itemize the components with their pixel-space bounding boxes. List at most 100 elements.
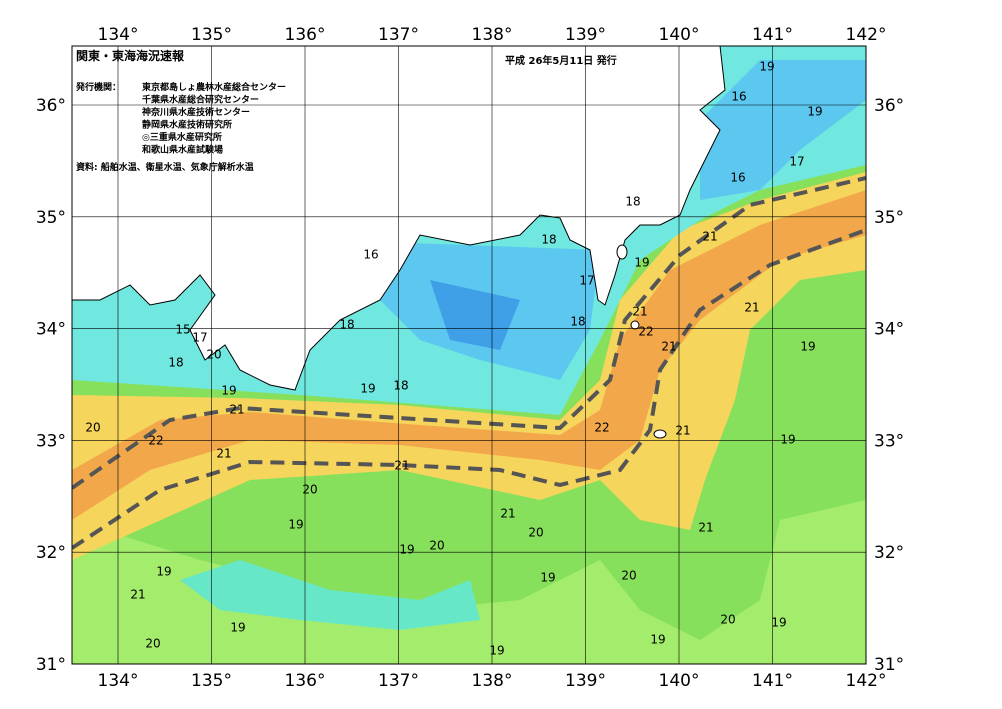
longitude-label: 136° bbox=[285, 25, 326, 45]
longitude-label: 142° bbox=[846, 671, 887, 691]
issuer: 神奈川県水産技術センター bbox=[142, 106, 250, 118]
contour-label: 18 bbox=[339, 318, 354, 332]
longitude-label: 134° bbox=[98, 671, 139, 691]
contour-label: 17 bbox=[579, 274, 594, 288]
contour-label: 20 bbox=[621, 569, 636, 583]
island bbox=[630, 320, 640, 330]
title: 関東・東海海況速報 bbox=[76, 48, 185, 63]
contour-label: 20 bbox=[206, 348, 221, 362]
longitude-label: 142° bbox=[846, 25, 887, 45]
longitude-label: 135° bbox=[191, 671, 232, 691]
longitude-label: 136° bbox=[285, 671, 326, 691]
current-axis-south bbox=[72, 228, 866, 550]
contour-label: 19 bbox=[489, 644, 504, 658]
cold-water-north bbox=[700, 60, 866, 200]
contour-label: 16 bbox=[731, 90, 746, 104]
contour-label: 21 bbox=[500, 507, 515, 521]
contour-label: 17 bbox=[789, 155, 804, 169]
contour-label: 21 bbox=[675, 424, 690, 438]
contour-label: 19 bbox=[807, 105, 822, 119]
contour-label: 17 bbox=[192, 331, 207, 345]
latitude-label: 35° bbox=[874, 208, 904, 228]
contour-label: 21 bbox=[702, 230, 717, 244]
contour-label: 19 bbox=[634, 256, 649, 270]
contour-label: 18 bbox=[393, 379, 408, 393]
longitude-label: 140° bbox=[659, 671, 700, 691]
contour-label: 21 bbox=[394, 459, 409, 473]
contour-label: 21 bbox=[229, 403, 244, 417]
contour-label: 19 bbox=[540, 571, 555, 585]
contour-label: 21 bbox=[744, 301, 759, 315]
contour-label: 20 bbox=[302, 483, 317, 497]
contour-label: 19 bbox=[399, 543, 414, 557]
latitude-label: 31° bbox=[36, 655, 66, 675]
issue-date: 平成 26年5月11日 発行 bbox=[505, 54, 617, 67]
contour-label: 20 bbox=[528, 526, 543, 540]
longitude-label: 137° bbox=[378, 671, 419, 691]
cool-area bbox=[72, 500, 866, 664]
contour-label: 19 bbox=[230, 621, 245, 635]
latitude-label: 31° bbox=[874, 655, 904, 675]
labels: 134° 134° 135° 135° 136° 136° 137° 137° 138° 138°… bbox=[36, 25, 904, 691]
longitude-label: 135° bbox=[191, 25, 232, 45]
contour-label: 22 bbox=[594, 421, 609, 435]
longitude-label: 139° bbox=[565, 25, 606, 45]
contour-label: 19 bbox=[780, 433, 795, 447]
contour-label: 19 bbox=[221, 384, 236, 398]
cold-core bbox=[430, 280, 520, 350]
contour-label: 18 bbox=[168, 356, 183, 370]
contour-label: 20 bbox=[429, 539, 444, 553]
contour-label: 21 bbox=[130, 588, 145, 602]
contour-label: 19 bbox=[650, 633, 665, 647]
contour-label: 22 bbox=[638, 325, 653, 339]
current-axis-north bbox=[72, 176, 866, 490]
latitude-label: 36° bbox=[874, 96, 904, 116]
contour-label: 20 bbox=[720, 613, 735, 627]
contour-label: 19 bbox=[759, 60, 774, 74]
contour-label: 20 bbox=[145, 637, 160, 651]
contour-label: 21 bbox=[661, 340, 676, 354]
contour-label: 21 bbox=[216, 447, 231, 461]
contour-label: 19 bbox=[771, 616, 786, 630]
longitude-label: 138° bbox=[472, 25, 513, 45]
issuer-label: 発行機関： bbox=[75, 81, 121, 93]
issuer: 東京都島しょ農林水産総合センター bbox=[142, 81, 286, 93]
longitude-label: 134° bbox=[98, 25, 139, 45]
map-body bbox=[72, 46, 866, 664]
latitude-label: 33° bbox=[874, 431, 904, 451]
contour-label: 20 bbox=[85, 421, 100, 435]
longitude-label: 141° bbox=[752, 671, 793, 691]
contour-label: 18 bbox=[625, 195, 640, 209]
contour-label: 19 bbox=[360, 382, 375, 396]
contour-label: 16 bbox=[363, 248, 378, 262]
longitude-label: 137° bbox=[378, 25, 419, 45]
contour-label: 22 bbox=[148, 434, 163, 448]
contour-label: 19 bbox=[288, 518, 303, 532]
contour-label: 21 bbox=[698, 521, 713, 535]
latitude-label: 34° bbox=[36, 320, 66, 340]
contour-label: 15 bbox=[175, 323, 190, 337]
cool-eddy bbox=[180, 560, 480, 630]
longitude-label: 141° bbox=[752, 25, 793, 45]
issuer: 和歌山県水産試験場 bbox=[141, 144, 223, 156]
latitude-label: 33° bbox=[36, 431, 66, 451]
island bbox=[616, 244, 628, 260]
issuer: 静岡県水産技術研究所 bbox=[142, 119, 232, 131]
latitude-label: 32° bbox=[36, 543, 66, 563]
longitude-label: 139° bbox=[565, 671, 606, 691]
latitude-label: 34° bbox=[874, 320, 904, 340]
map-frame bbox=[71, 45, 867, 665]
contour-label: 19 bbox=[800, 340, 815, 354]
current-core bbox=[72, 190, 866, 520]
grid bbox=[72, 46, 866, 664]
source: 資料: 船舶水温、衛星水温、気象庁解析水温 bbox=[76, 161, 254, 173]
contour-label: 18 bbox=[541, 233, 556, 247]
contour-label: 16 bbox=[730, 171, 745, 185]
contour-label: 21 bbox=[632, 305, 647, 319]
longitude-label: 138° bbox=[472, 671, 513, 691]
contour-label: 18 bbox=[570, 315, 585, 329]
contour-label: 19 bbox=[156, 565, 171, 579]
longitude-label: 140° bbox=[659, 25, 700, 45]
issuer: 千葉県水産総合研究センター bbox=[142, 94, 259, 106]
